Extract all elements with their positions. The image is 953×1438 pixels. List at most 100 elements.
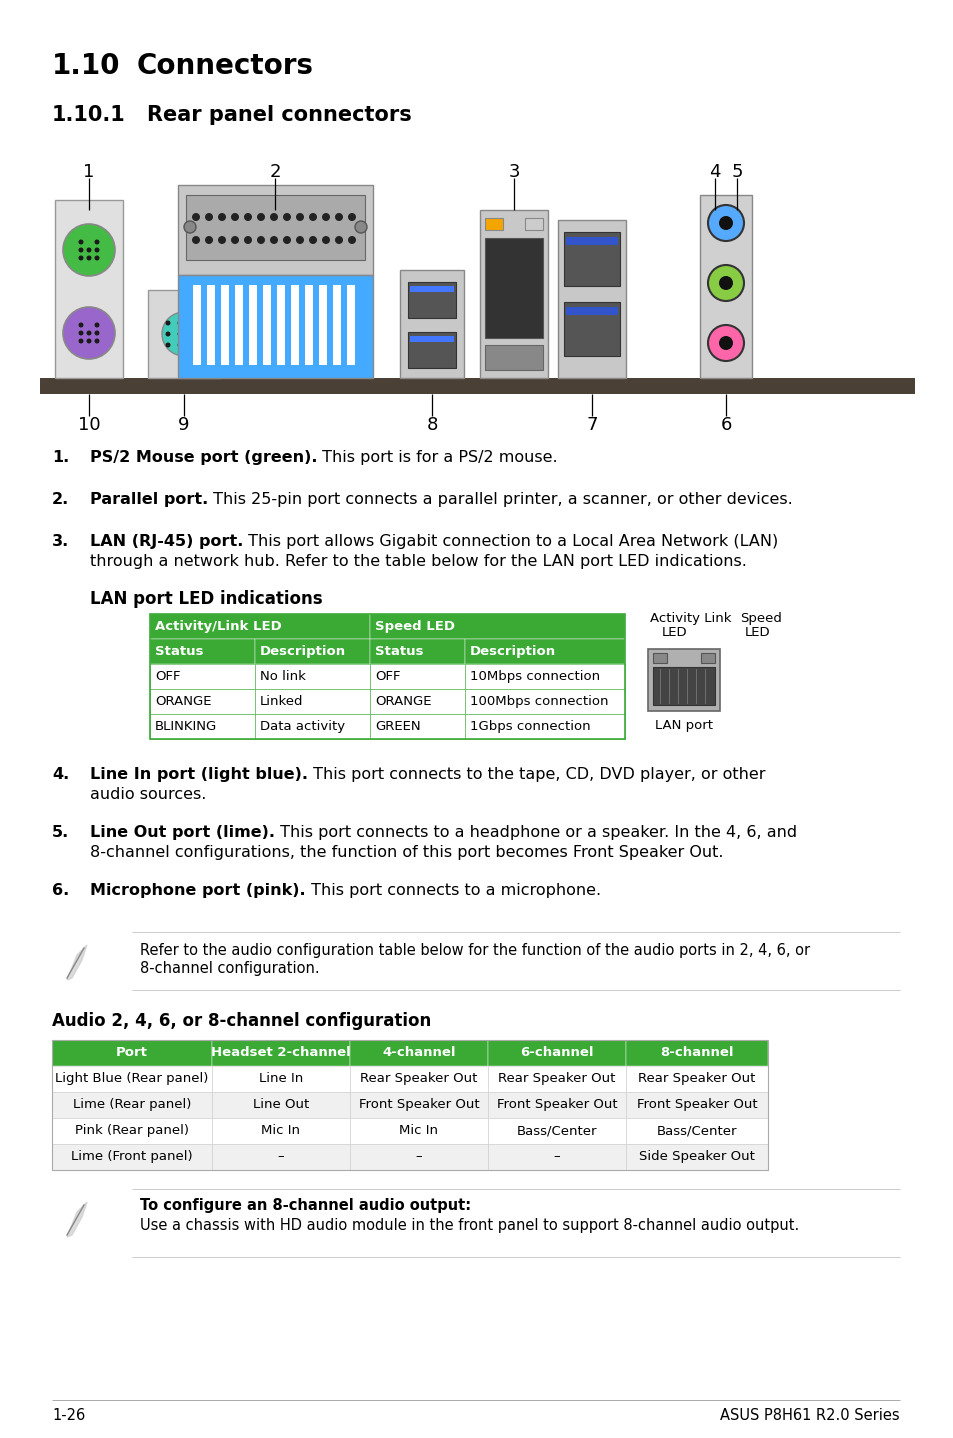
Bar — [148, 290, 220, 378]
Bar — [370, 715, 464, 739]
Text: Line In: Line In — [258, 1071, 303, 1086]
Text: 5: 5 — [731, 162, 742, 181]
Text: 10: 10 — [77, 416, 100, 434]
Text: Line Out port (lime).: Line Out port (lime). — [90, 825, 274, 840]
Circle shape — [192, 213, 200, 221]
Text: This port allows Gigabit connection to a Local Area Network (LAN): This port allows Gigabit connection to a… — [243, 533, 778, 549]
Circle shape — [270, 236, 277, 244]
Text: Status: Status — [375, 646, 423, 659]
Bar — [370, 664, 464, 689]
Bar — [700, 653, 714, 663]
Text: 3.: 3. — [52, 533, 70, 549]
Bar — [565, 237, 618, 244]
Circle shape — [348, 213, 355, 221]
Text: Line In port (light blue).: Line In port (light blue). — [90, 766, 308, 782]
Circle shape — [355, 221, 367, 233]
Text: Rear Speaker Out: Rear Speaker Out — [497, 1071, 615, 1086]
Bar — [207, 285, 214, 365]
Bar — [488, 1066, 625, 1091]
Circle shape — [190, 321, 194, 325]
Bar — [410, 286, 454, 292]
Bar — [488, 1091, 625, 1117]
Circle shape — [165, 342, 171, 348]
Text: Mic In: Mic In — [261, 1125, 300, 1137]
Circle shape — [192, 236, 200, 244]
Text: Side Speaker Out: Side Speaker Out — [639, 1150, 754, 1163]
Text: 8-channel configuration.: 8-channel configuration. — [140, 961, 319, 976]
Text: Description: Description — [470, 646, 556, 659]
Circle shape — [309, 213, 316, 221]
Circle shape — [177, 342, 182, 348]
Text: 3: 3 — [508, 162, 519, 181]
Text: 1.10.1: 1.10.1 — [52, 105, 126, 125]
Text: OFF: OFF — [375, 670, 400, 683]
Bar — [524, 219, 542, 230]
Text: GREEN: GREEN — [375, 720, 420, 733]
Circle shape — [177, 332, 182, 336]
Text: Refer to the audio configuration table below for the function of the audio ports: Refer to the audio configuration table b… — [140, 943, 809, 958]
Bar — [40, 378, 914, 394]
Text: This port connects to the tape, CD, DVD player, or other: This port connects to the tape, CD, DVD … — [308, 766, 764, 782]
Bar — [565, 306, 618, 315]
Circle shape — [283, 236, 291, 244]
Circle shape — [205, 236, 213, 244]
Bar — [150, 715, 254, 739]
Text: Front Speaker Out: Front Speaker Out — [358, 1099, 478, 1112]
Text: –: – — [553, 1150, 559, 1163]
Text: LAN port LED indications: LAN port LED indications — [90, 590, 322, 608]
Bar — [625, 1091, 767, 1117]
Text: 1-26: 1-26 — [52, 1408, 85, 1424]
Text: Rear panel connectors: Rear panel connectors — [147, 105, 412, 125]
Circle shape — [87, 256, 91, 260]
Text: Status: Status — [154, 646, 203, 659]
Circle shape — [256, 213, 265, 221]
Bar — [464, 715, 624, 739]
Text: 8: 8 — [426, 416, 437, 434]
Text: 6.: 6. — [52, 883, 70, 897]
Text: 7: 7 — [586, 416, 598, 434]
Text: 1Gbps connection: 1Gbps connection — [470, 720, 590, 733]
Circle shape — [177, 321, 182, 325]
Circle shape — [78, 240, 84, 244]
Text: Linked: Linked — [260, 695, 303, 707]
Bar — [212, 1091, 350, 1117]
Bar — [484, 345, 542, 370]
Text: Speed: Speed — [740, 613, 781, 626]
Bar — [150, 689, 254, 715]
Circle shape — [719, 276, 732, 290]
Bar — [350, 1040, 488, 1066]
Bar — [52, 1091, 212, 1117]
Bar — [399, 270, 463, 378]
Circle shape — [190, 342, 194, 348]
Bar — [234, 285, 243, 365]
Text: Rear Speaker Out: Rear Speaker Out — [360, 1071, 477, 1086]
Bar — [347, 285, 355, 365]
Bar — [464, 638, 624, 664]
Text: To configure an 8-channel audio output:: To configure an 8-channel audio output: — [140, 1198, 471, 1214]
Circle shape — [78, 338, 84, 344]
Bar — [370, 614, 624, 638]
Bar — [563, 302, 619, 357]
Text: Use a chassis with HD audio module in the front panel to support 8-channel audio: Use a chassis with HD audio module in th… — [140, 1218, 799, 1232]
Circle shape — [309, 236, 316, 244]
Circle shape — [244, 236, 252, 244]
Text: 2.: 2. — [52, 492, 70, 508]
Text: Description: Description — [260, 646, 346, 659]
Circle shape — [87, 331, 91, 335]
Bar — [408, 282, 456, 318]
Circle shape — [295, 213, 304, 221]
Circle shape — [94, 247, 99, 253]
Circle shape — [94, 240, 99, 244]
Text: No link: No link — [260, 670, 306, 683]
Bar — [350, 1066, 488, 1091]
Bar — [254, 689, 370, 715]
Bar — [370, 638, 464, 664]
Bar — [350, 1145, 488, 1171]
Bar — [479, 210, 547, 378]
Text: OFF: OFF — [154, 670, 180, 683]
Bar — [464, 664, 624, 689]
Text: 4-channel: 4-channel — [382, 1045, 456, 1058]
Text: 8-channel configurations, the function of this port becomes Front Speaker Out.: 8-channel configurations, the function o… — [90, 846, 722, 860]
Circle shape — [707, 265, 743, 301]
Text: Activity/Link LED: Activity/Link LED — [154, 620, 281, 633]
